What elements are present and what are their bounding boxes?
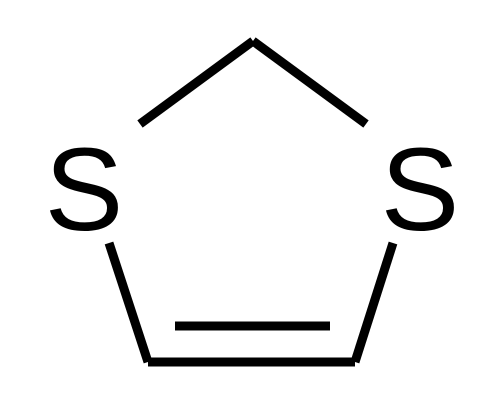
bond-c2-s3	[250, 37, 369, 128]
bond-s1-c5	[104, 241, 153, 364]
atom-label-sulfur-left: S	[45, 124, 124, 256]
atom-label-sulfur-right: S	[381, 124, 460, 256]
bond-c2-s1	[137, 37, 256, 128]
bond-s3-c4	[350, 241, 398, 364]
